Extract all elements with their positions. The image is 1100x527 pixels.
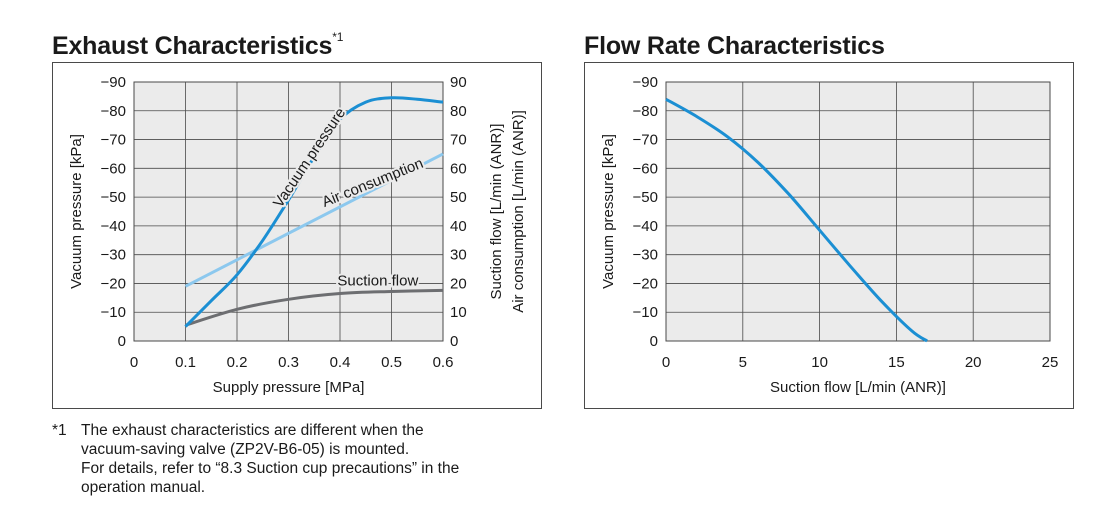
plot-area: [666, 82, 1050, 341]
y-tick-label: −60: [101, 160, 126, 177]
footnote: *1 The exhaust characteristics are diffe…: [52, 421, 552, 497]
y-tick-label: −30: [101, 247, 126, 264]
x-tick-label: 0.5: [381, 354, 402, 371]
y-tick-label: −80: [101, 103, 126, 120]
y-tick-label: −30: [633, 247, 658, 264]
right-y-tick-label: 20: [450, 275, 467, 292]
flow-rate-chart-panel: 0 5 10 15 20 25 0 −10 −20 −30 −40 −50 −60 −70 −80 −90 Su…: [584, 62, 1074, 409]
plot-border: [665, 81, 1051, 342]
y-tick-label: −70: [633, 132, 658, 149]
y-tick-label: −50: [101, 189, 126, 206]
right-y-tick-label: 60: [450, 160, 467, 177]
x-tick-label: 0.2: [227, 354, 248, 371]
x-tick-label: 0: [130, 354, 138, 371]
x-tick-label: 0.3: [278, 354, 299, 371]
right-y-tick-label: 10: [450, 304, 467, 321]
x-tick-label: 25: [1042, 354, 1059, 371]
footnote-line: The exhaust characteristics are differen…: [81, 422, 424, 439]
x-axis-label: Suction flow [L/min (ANR)]: [770, 379, 946, 396]
right-y-tick-label: 50: [450, 189, 467, 206]
y-tick-label: −90: [633, 74, 658, 91]
footnote-mark: *1: [52, 422, 67, 439]
exhaust-chart-title: Exhaust Characteristics*1: [52, 29, 344, 60]
right-y-tick-label: 40: [450, 218, 467, 235]
right-y-tick-label: 0: [450, 333, 458, 350]
y-tick-label: −60: [633, 160, 658, 177]
y-tick-label: −50: [633, 189, 658, 206]
air-consumption-line: [184, 152, 444, 288]
y-axis-label: Vacuum pressure [kPa]: [68, 134, 85, 289]
y-tick-label: 0: [118, 333, 126, 350]
flow-rate-line: [665, 97, 928, 343]
x-axis-label: Supply pressure [MPa]: [213, 379, 365, 396]
suction-flow-line: [185, 288, 444, 327]
x-tick-label: 15: [888, 354, 905, 371]
x-tick-label: 0.1: [175, 354, 196, 371]
x-tick-label: 0.6: [433, 354, 454, 371]
x-tick-label: 10: [811, 354, 828, 371]
flow-rate-chart-svg: 0 5 10 15 20 25 0 −10 −20 −30 −40 −50 −60 −70 −80 −90 Su…: [600, 74, 1059, 396]
y-tick-label: −40: [633, 218, 658, 235]
y-tick-label: −90: [101, 74, 126, 91]
right-y-axis-label-air: Air consumption [L/min (ANR)]: [510, 110, 527, 313]
x-tick-label: 5: [739, 354, 747, 371]
right-y-tick-label: 80: [450, 103, 467, 120]
y-tick-label: −70: [101, 132, 126, 149]
suction-flow-curve-label: Suction flow: [337, 273, 418, 290]
footnote-line: vacuum-saving valve (ZP2V-B6-05) is moun…: [81, 441, 410, 458]
plot-border: [133, 81, 444, 342]
x-tick-label: 20: [965, 354, 982, 371]
vacuum-pressure-line: [184, 96, 444, 328]
y-tick-label: −10: [101, 304, 126, 321]
y-tick-label: −40: [101, 218, 126, 235]
right-y-axis-label-suction: Suction flow [L/min (ANR)]: [488, 124, 505, 300]
right-y-tick-label: 70: [450, 132, 467, 149]
flow-rate-chart-title: Flow Rate Characteristics: [584, 32, 885, 60]
right-y-tick-label: 90: [450, 74, 467, 91]
y-tick-label: −80: [633, 103, 658, 120]
y-tick-label: 0: [650, 333, 658, 350]
y-axis-label: Vacuum pressure [kPa]: [600, 134, 617, 289]
x-tick-label: 0: [662, 354, 670, 371]
footnote-mark: *1: [332, 29, 344, 44]
right-y-tick-label: 30: [450, 247, 467, 264]
x-tick-label: 0.4: [330, 354, 351, 371]
y-tick-label: −20: [633, 275, 658, 292]
exhaust-chart-panel: 0 0.1 0.2 0.3 0.4 0.5 0.6 0 −10 −20 −30 −40 −50 −60 −7…: [52, 62, 542, 409]
footnote-line: operation manual.: [81, 479, 206, 496]
footnote-line: For details, refer to “8.3 Suction cup p…: [81, 460, 460, 477]
y-tick-label: −10: [633, 304, 658, 321]
y-tick-label: −20: [101, 275, 126, 292]
exhaust-chart-svg: 0 0.1 0.2 0.3 0.4 0.5 0.6 0 −10 −20 −30 −40 −50 −60 −7…: [68, 74, 527, 396]
